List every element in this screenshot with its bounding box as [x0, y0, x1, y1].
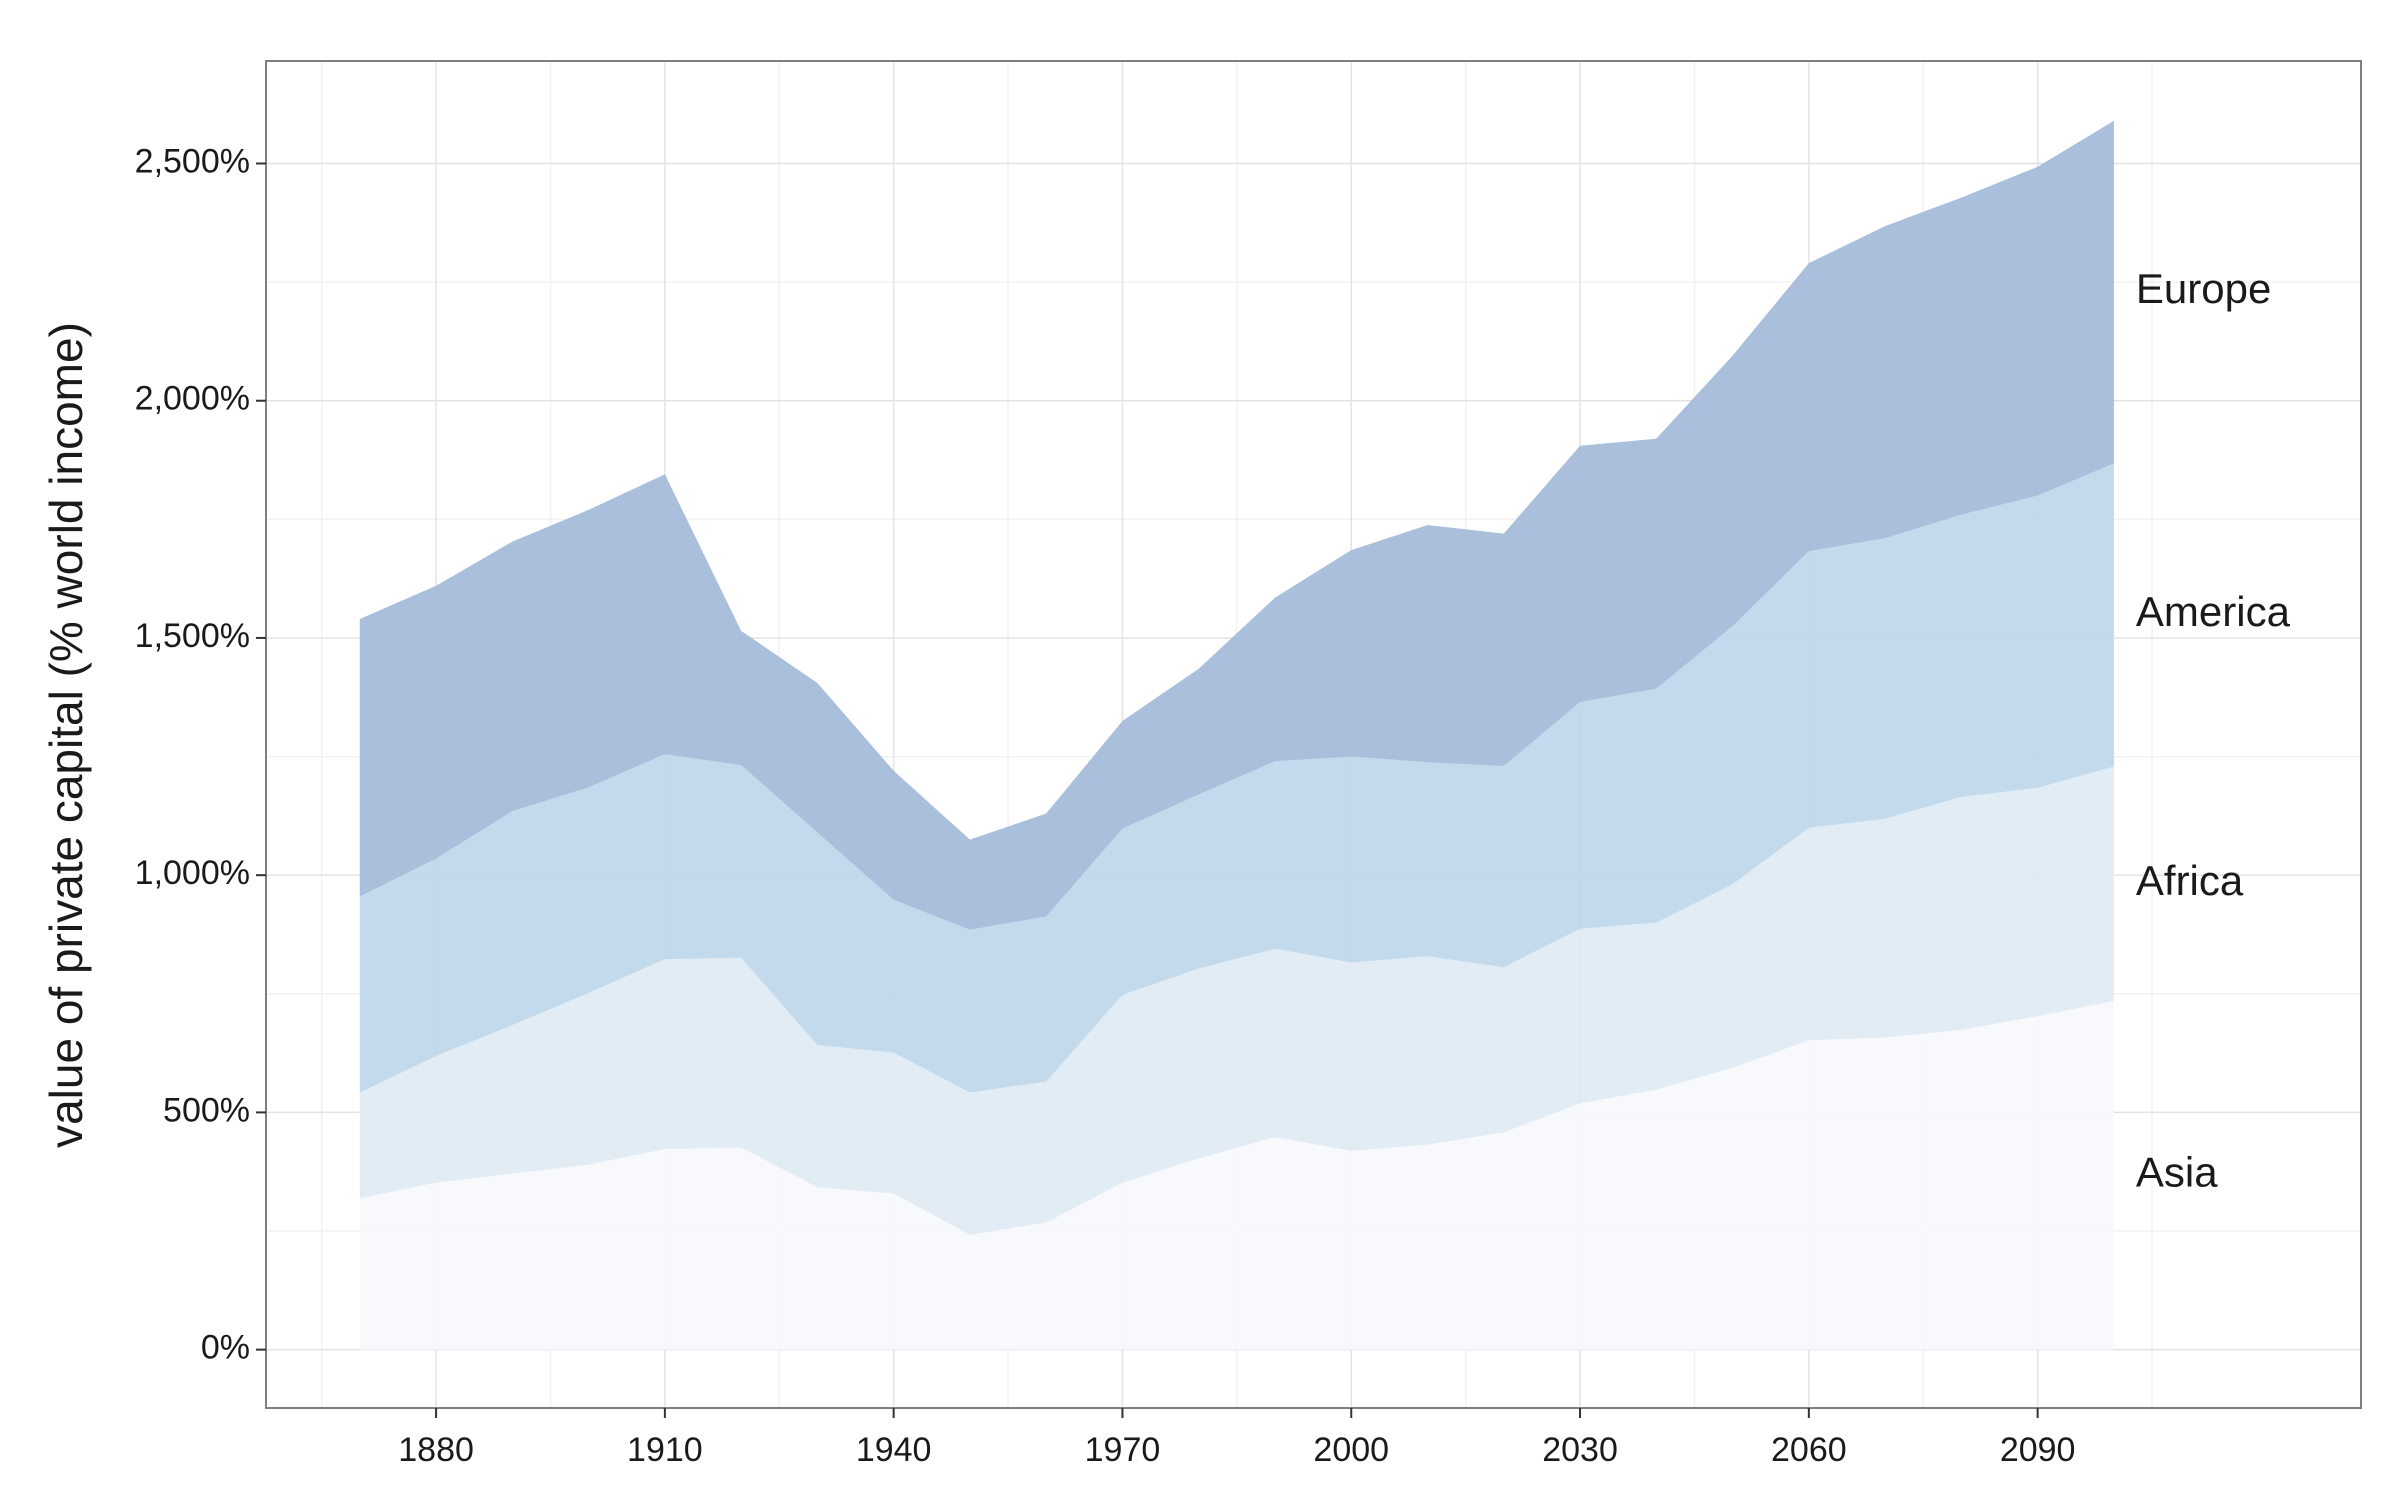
y-tick-label: 1,000% — [135, 854, 250, 892]
series-label: Africa — [2136, 857, 2244, 904]
series-label: Europe — [2136, 265, 2271, 312]
x-tick-label: 2090 — [2000, 1431, 2076, 1469]
series-label: Asia — [2136, 1148, 2218, 1195]
area — [359, 120, 2114, 930]
series-label: America — [2136, 588, 2291, 635]
x-tick-label: 1880 — [398, 1431, 474, 1469]
x-tick-label: 2030 — [1542, 1431, 1618, 1469]
y-tick-label: 1,500% — [135, 617, 250, 655]
y-tick-label: 2,500% — [135, 142, 250, 180]
x-tick-label: 2000 — [1313, 1431, 1389, 1469]
x-tick-label: 1910 — [627, 1431, 703, 1469]
y-axis-title: value of private capital (% world income… — [40, 322, 92, 1148]
y-tick-label: 2,000% — [135, 380, 250, 418]
y-tick-label: 0% — [201, 1329, 250, 1367]
y-tick-label: 500% — [163, 1091, 250, 1129]
x-tick-label: 1940 — [856, 1431, 932, 1469]
x-tick-label: 2060 — [1771, 1431, 1847, 1469]
area — [359, 766, 2114, 1235]
x-tick-label: 1970 — [1085, 1431, 1161, 1469]
area — [359, 1000, 2114, 1350]
plot-border — [265, 60, 2362, 1409]
area — [359, 463, 2114, 1093]
